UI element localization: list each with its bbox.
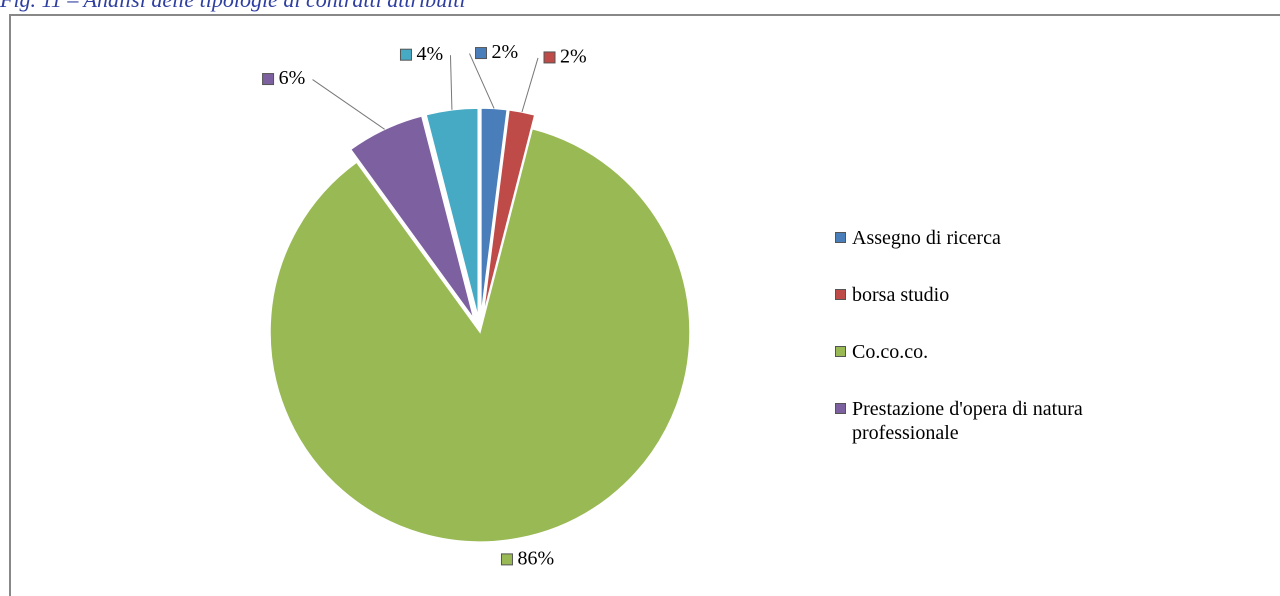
legend-item: Co.co.co. [832,340,1162,364]
legend-item: borsa studio [832,283,1162,307]
legend-swatch [835,403,846,414]
chart-title: Fig. 11 – Analisi delle tipologie di con… [0,0,465,12]
pie-slice [481,109,536,319]
legend-label: borsa studio [852,284,950,306]
label-swatch [500,553,513,566]
legend-label: Assegno di ricerca [852,227,1001,249]
legend-item: Prestazione d'opera di natura profession… [832,397,1162,445]
legend-swatch [835,346,846,357]
label-swatch [399,48,412,61]
data-label: 86% [517,547,554,569]
pie-slice [480,107,509,319]
data-label: 4% [416,43,443,65]
frame [9,14,1280,596]
legend-label: Prestazione d'opera di natura profession… [852,398,1083,444]
legend-item: Assegno di ricerca [832,226,1162,250]
pie-slice [349,115,475,320]
data-label: 2% [492,41,519,63]
label-swatch [262,73,275,86]
data-label: 6% [279,67,306,89]
label-swatch [475,47,488,60]
label-swatch [543,51,556,64]
data-label: 2% [560,46,587,68]
legend-label: Co.co.co. [852,341,929,363]
leader-line [312,79,385,130]
leader-line [449,55,453,110]
leader-line [469,53,495,109]
leader-line [521,57,539,113]
legend: Assegno di ricerca borsa studio Co.co.co. P… [832,226,1162,478]
legend-swatch [835,289,846,300]
pie-slice [425,107,479,319]
pie-slice [269,127,691,543]
legend-swatch [835,232,846,243]
